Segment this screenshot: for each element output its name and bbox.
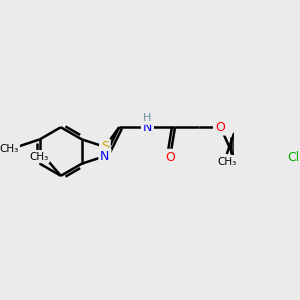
Text: S: S [101,140,109,153]
Text: Cl: Cl [288,151,300,164]
Text: CH₃: CH₃ [29,152,48,161]
Text: H: H [143,113,152,123]
Text: O: O [215,121,225,134]
Text: N: N [143,121,152,134]
Text: O: O [165,151,175,164]
Text: N: N [100,150,110,163]
Text: CH₃: CH₃ [217,157,236,166]
Text: CH₃: CH₃ [0,144,19,154]
